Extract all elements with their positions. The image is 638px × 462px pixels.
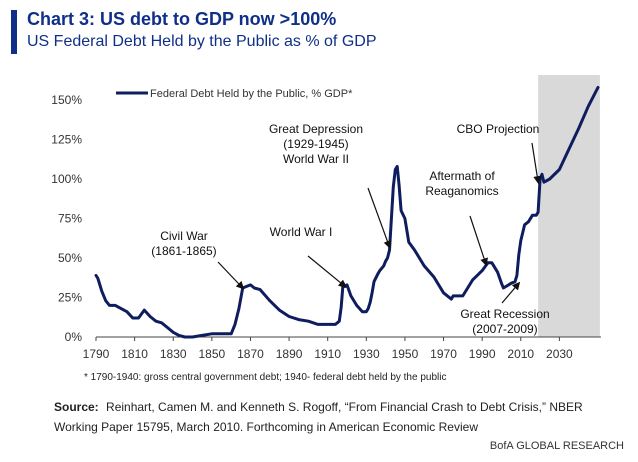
annotation-arrow: [531, 142, 542, 185]
annotation-text: Great Recession: [460, 307, 549, 321]
legend: Federal Debt Held by the Public, % GDP*: [116, 88, 353, 100]
x-tick-label: 1790: [83, 347, 110, 361]
annotation-text: CBO Projection: [457, 122, 540, 136]
x-tick-label: 1850: [198, 347, 225, 361]
annotation: Civil War(1861-1865): [151, 229, 245, 290]
y-tick-label: 100%: [51, 172, 82, 186]
x-tick-label: 1870: [237, 347, 264, 361]
y-tick-label: 50%: [58, 251, 82, 265]
source-text: Reinhart, Camen M. and Kenneth S. Rogoff…: [54, 400, 583, 434]
y-axis: 0% 25% 50% 75% 100% 125% 150%: [51, 93, 82, 344]
legend-label: Federal Debt Held by the Public, % GDP*: [150, 88, 353, 100]
y-tick-label: 25%: [58, 291, 82, 305]
title-accent-bar: [11, 10, 17, 54]
annotation-text: Reaganomics: [425, 184, 498, 198]
annotation-text: Aftermath of: [429, 169, 495, 183]
y-tick-label: 75%: [58, 212, 82, 226]
x-tick-label: 2030: [546, 347, 573, 361]
brand-text: GLOBAL RESEARCH: [516, 440, 624, 452]
annotation-arrow: [469, 215, 488, 267]
annotation-text: Great Depression: [269, 122, 363, 136]
x-tick-label: 1890: [276, 347, 303, 361]
brand-logo: BofA: [489, 440, 514, 452]
chart-title: Chart 3: US debt to GDP now >100%: [27, 9, 337, 29]
x-tick-label: 1930: [353, 347, 380, 361]
annotation-arrow: [217, 261, 245, 290]
annotation-arrow: [501, 281, 521, 304]
brand-mark: BofA GLOBAL RESEARCH: [490, 440, 624, 452]
annotation: World War I: [270, 225, 347, 288]
x-tick-label: 1910: [314, 347, 341, 361]
chart-subtitle: US Federal Debt Held by the Public as % …: [27, 33, 377, 50]
annotation: CBO Projection: [457, 122, 542, 185]
x-tick-label: 2010: [507, 347, 534, 361]
annotation-text: (1861-1865): [151, 244, 216, 258]
annotation: Great Recession(2007-2009): [460, 281, 550, 336]
y-tick-label: 125%: [51, 133, 82, 147]
x-tick-label: 1810: [121, 347, 148, 361]
annotation-text: World War I: [270, 225, 333, 239]
annotation-arrow: [367, 187, 392, 249]
annotation: Great Depression(1929-1945)World War II: [269, 122, 392, 249]
source-label: Source:: [54, 400, 99, 414]
annotation-arrow: [307, 255, 347, 288]
x-tick-label: 1950: [392, 347, 419, 361]
y-tick-label: 0%: [65, 330, 83, 344]
y-tick-label: 150%: [51, 93, 82, 107]
footnote: * 1790-1940: gross central government de…: [84, 372, 447, 383]
annotation-text: (1929-1945): [283, 137, 348, 151]
x-axis: 1790 1810 1830 1850 1870 1890 1910 1930 1950 1970…: [83, 337, 573, 361]
x-tick-label: 1970: [430, 347, 457, 361]
x-tick-label: 1990: [469, 347, 496, 361]
x-tick-label: 1830: [160, 347, 187, 361]
annotation-text: Civil War: [160, 229, 208, 243]
series-line-debt-to-gdp: [94, 85, 600, 339]
annotation-text: World War II: [283, 152, 349, 166]
annotation-text: (2007-2009): [472, 322, 537, 336]
source-note: Source: Reinhart, Camen M. and Kenneth S…: [54, 397, 624, 437]
projection-shade: [538, 75, 600, 337]
